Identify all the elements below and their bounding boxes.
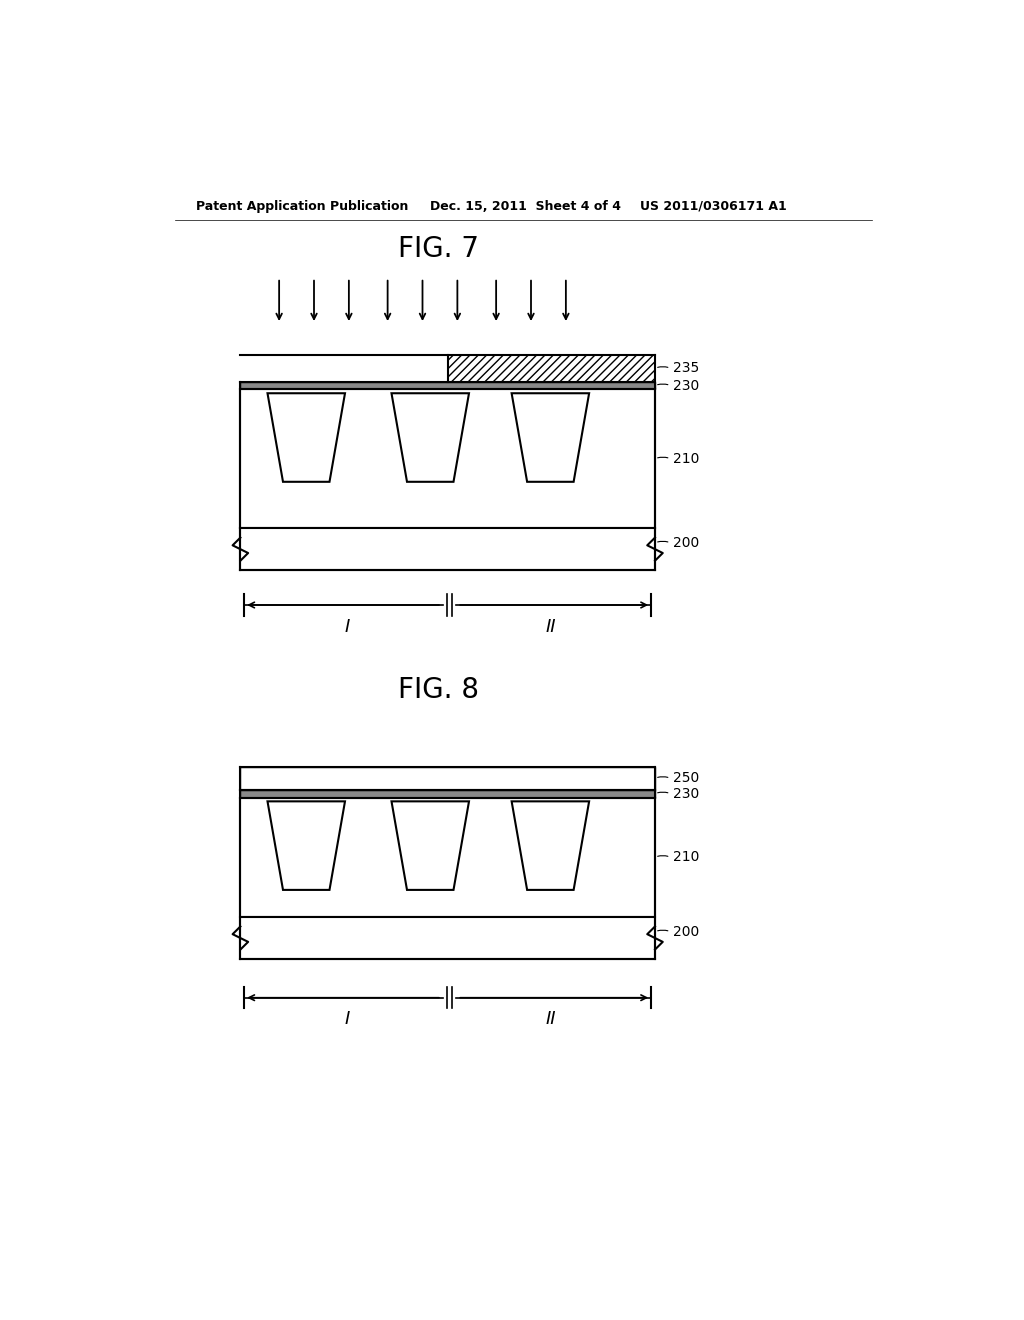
Bar [241,789,655,797]
Polygon shape [512,801,589,890]
Bar [241,767,655,789]
Polygon shape [391,393,469,482]
Polygon shape [391,801,469,890]
Text: I: I [344,618,349,635]
Bar [241,389,655,528]
Text: 250: 250 [673,771,699,785]
Polygon shape [267,801,345,890]
Text: Patent Application Publication: Patent Application Publication [197,199,409,213]
Bar [241,528,655,570]
Polygon shape [267,393,345,482]
Text: 210: 210 [673,451,699,466]
Bar [241,917,655,960]
Text: FIG. 8: FIG. 8 [397,676,478,704]
Text: 200: 200 [673,536,699,550]
Text: II: II [545,1010,556,1028]
Bar [241,381,655,389]
Text: 200: 200 [673,925,699,939]
Polygon shape [512,393,589,482]
Text: Dec. 15, 2011  Sheet 4 of 4: Dec. 15, 2011 Sheet 4 of 4 [430,199,622,213]
Text: II: II [545,618,556,635]
Text: I: I [344,1010,349,1028]
Bar [447,355,655,381]
Text: US 2011/0306171 A1: US 2011/0306171 A1 [640,199,786,213]
Text: 235: 235 [673,362,699,375]
Text: 210: 210 [673,850,699,865]
Text: FIG. 7: FIG. 7 [397,235,478,263]
Text: 230: 230 [673,787,699,801]
Text: 230: 230 [673,379,699,392]
Bar [241,797,655,917]
